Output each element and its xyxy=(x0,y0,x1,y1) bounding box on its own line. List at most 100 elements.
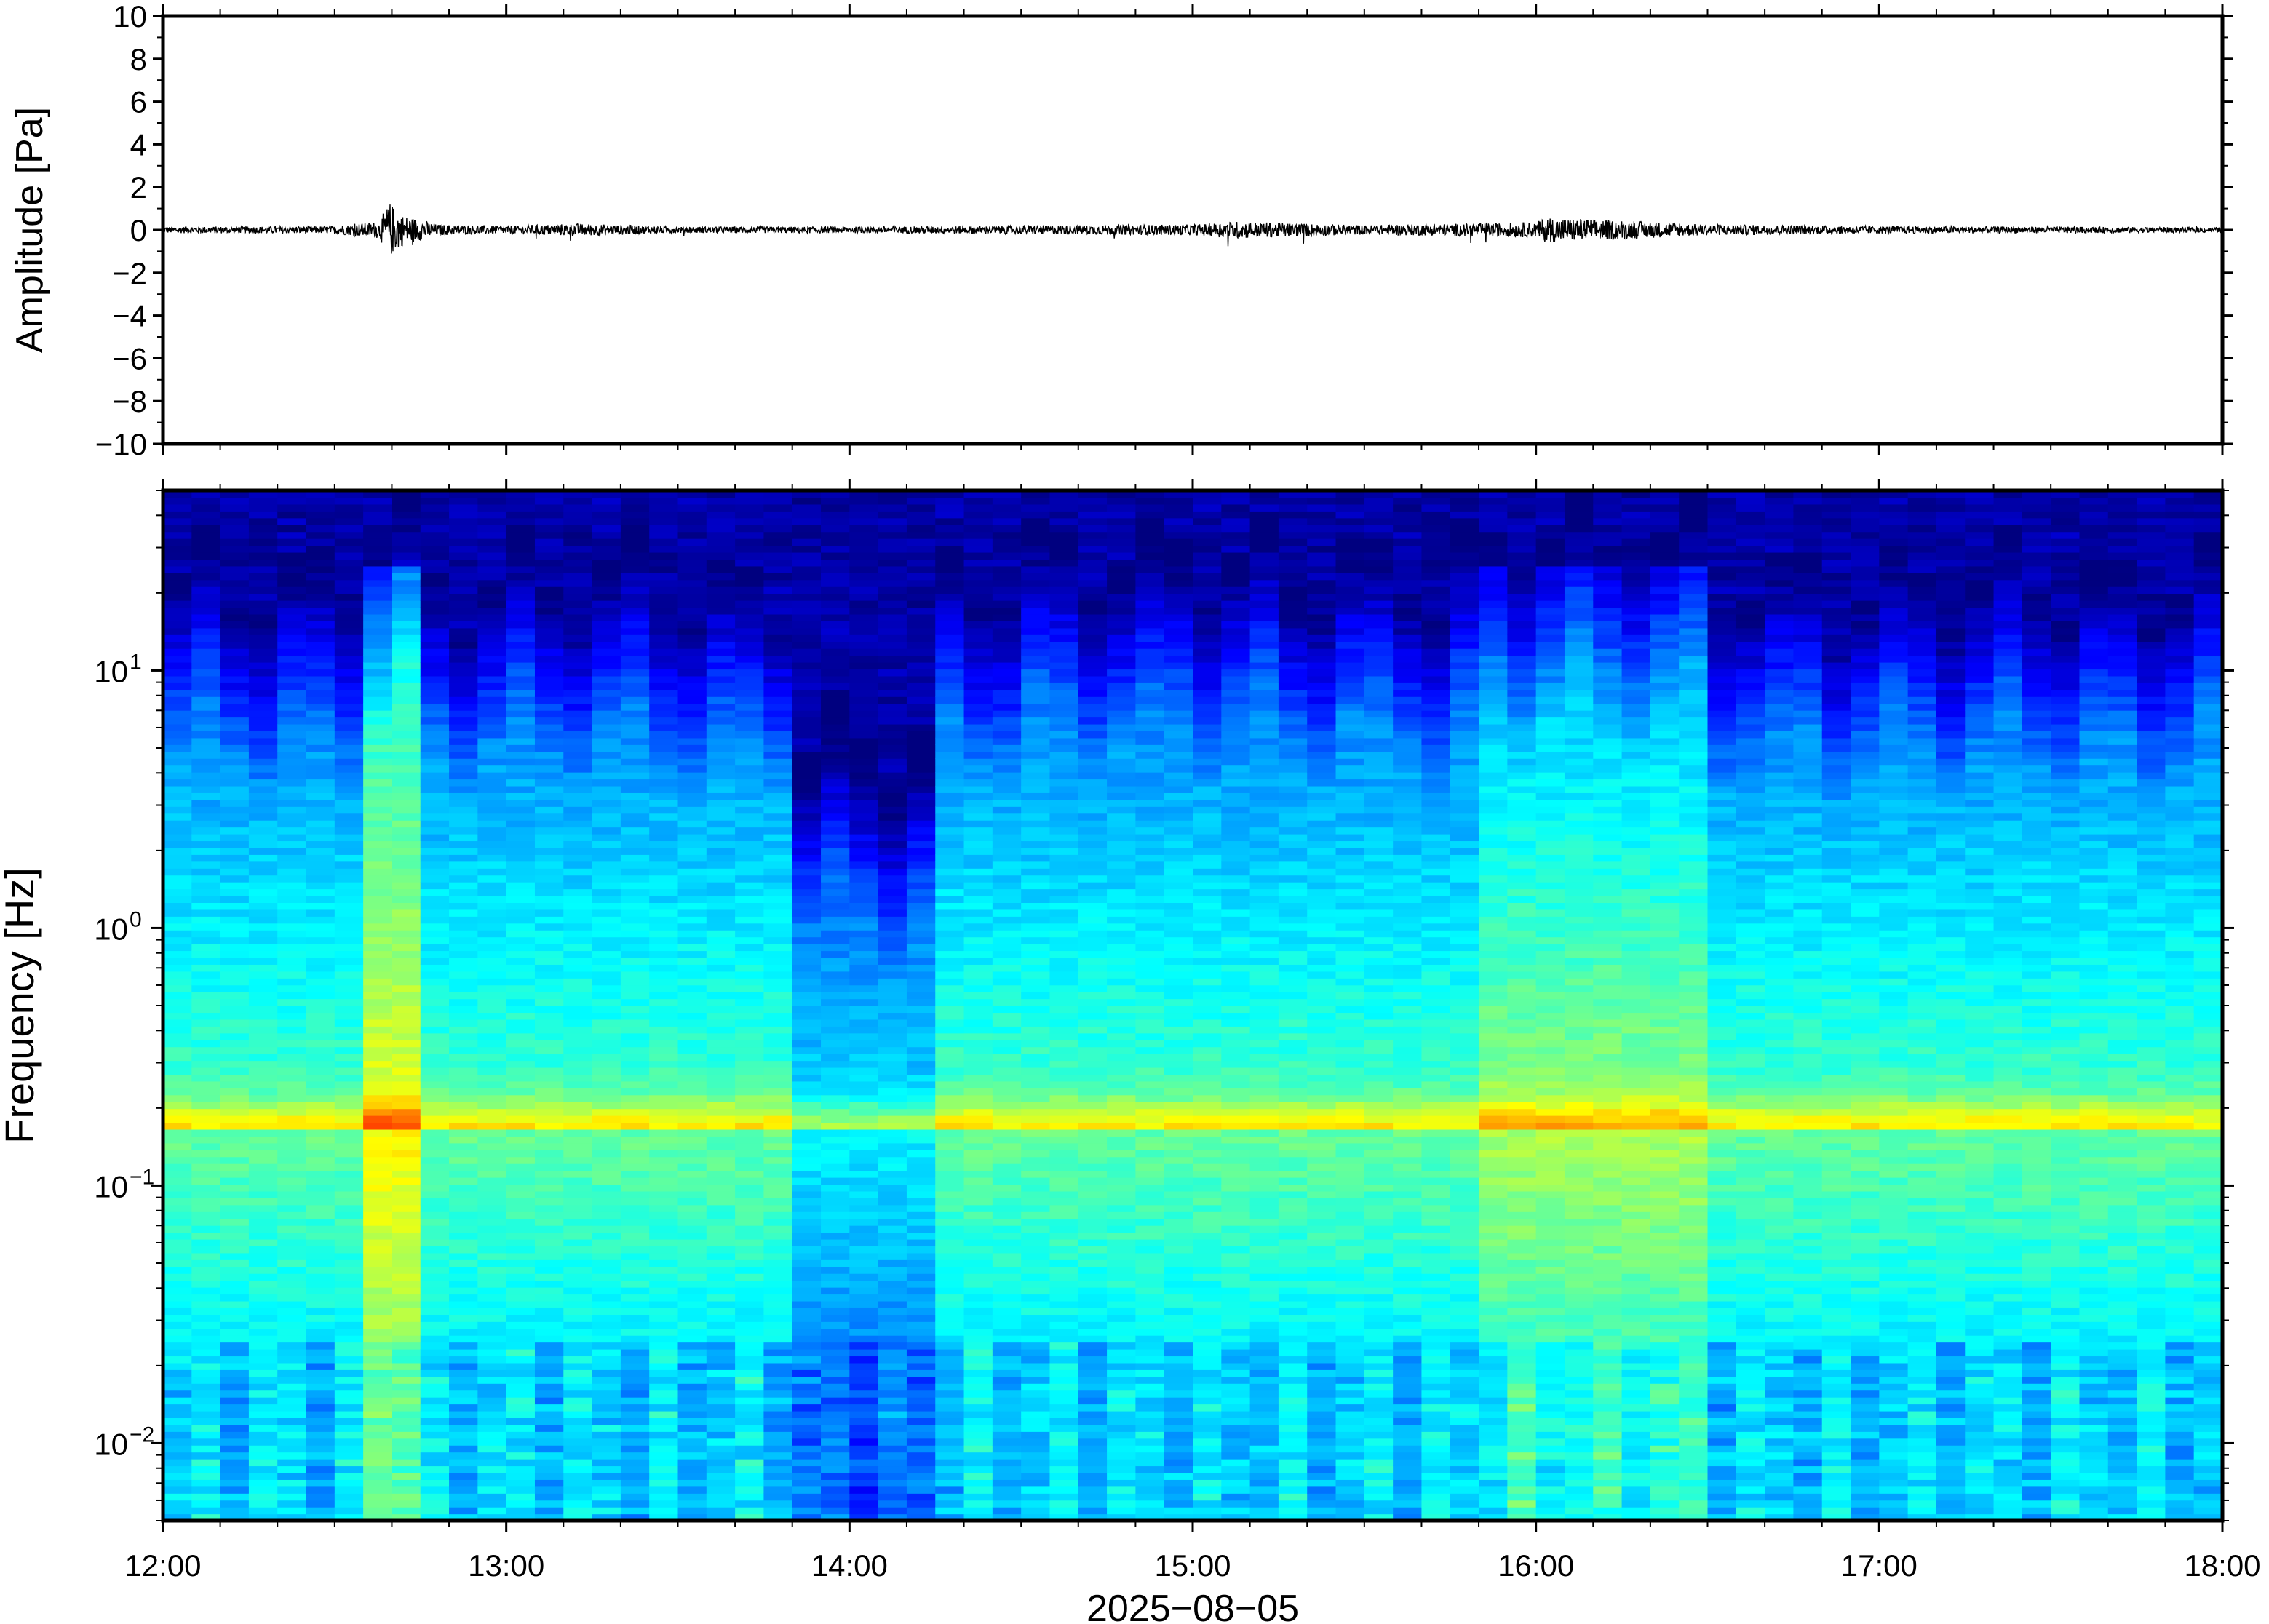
spectrogram-cell xyxy=(420,1452,450,1460)
spectrogram-cell xyxy=(992,744,1022,752)
spectrogram-cell xyxy=(992,1328,1022,1336)
spectrogram-cell xyxy=(477,525,507,533)
spectrogram-cell xyxy=(792,950,822,958)
spectrogram-cell xyxy=(592,1150,621,1158)
spectrogram-cell xyxy=(306,1259,335,1267)
spectrogram-cell xyxy=(906,503,936,512)
spectrogram-cell xyxy=(306,559,335,567)
spectrogram-cell xyxy=(992,1177,1022,1185)
spectrogram-cell xyxy=(248,779,278,787)
spectrogram-cell xyxy=(649,1115,679,1123)
spectrogram-cell xyxy=(649,1445,679,1453)
spectrogram-cell xyxy=(592,888,621,896)
spectrogram-cell xyxy=(191,1088,221,1096)
spectrogram-cell xyxy=(363,998,393,1006)
spectrogram-cell xyxy=(563,785,593,793)
spectrogram-cell xyxy=(191,1397,221,1405)
spectrogram-cell xyxy=(992,984,1022,992)
spectrogram-cell xyxy=(620,792,650,800)
spectrogram-cell xyxy=(392,1280,421,1288)
spectrogram-cell xyxy=(506,1404,536,1412)
spectrogram-cell xyxy=(248,1493,278,1501)
spectrogram-cell xyxy=(306,1102,335,1110)
spectrogram-cell xyxy=(506,1486,536,1494)
spectrogram-cell xyxy=(506,1204,536,1212)
spectrogram-cell xyxy=(649,1108,679,1116)
spectrogram-cell xyxy=(392,559,421,567)
spectrogram-cell xyxy=(1021,737,1051,745)
spectrogram-cell xyxy=(534,600,564,608)
spectrogram-cell xyxy=(992,1356,1022,1364)
spectrogram-cell xyxy=(706,1170,736,1178)
spectrogram-cell xyxy=(792,1080,822,1088)
spectrogram-cell xyxy=(649,1452,679,1460)
spectrogram-cell xyxy=(449,827,478,835)
spectrogram-cell xyxy=(1049,1136,1079,1144)
spectrogram-cell xyxy=(649,545,679,553)
spectrogram-cell xyxy=(992,868,1022,876)
spectrogram-cell xyxy=(706,689,736,697)
spectrogram-cell xyxy=(277,936,307,944)
spectrogram-cell xyxy=(220,1252,250,1260)
spectrogram-cell xyxy=(563,964,593,972)
spectrogram-cell xyxy=(821,737,850,745)
spectrogram-cell xyxy=(592,1342,621,1350)
spectrogram-cell xyxy=(677,627,707,635)
spectrogram-cell xyxy=(906,1177,936,1185)
spectrogram-cell xyxy=(821,1150,850,1158)
spectrogram-cell xyxy=(620,1074,650,1082)
spectrogram-cell xyxy=(1049,799,1079,807)
spectrogram-cell xyxy=(849,696,879,704)
spectrogram-cell xyxy=(477,1238,507,1246)
spectrogram-cell xyxy=(878,1163,907,1171)
spectrogram-cell xyxy=(392,600,421,608)
spectrogram-cell xyxy=(420,662,450,670)
spectrogram-cell xyxy=(878,1410,907,1418)
spectrogram-cell xyxy=(649,1046,679,1054)
spectrogram-cell xyxy=(763,1424,793,1432)
spectrogram-cell xyxy=(477,1204,507,1212)
spectrogram-cell xyxy=(363,861,393,869)
spectrogram-cell xyxy=(248,1459,278,1467)
spectrogram-cell xyxy=(963,1074,993,1082)
spectrogram-cell xyxy=(220,689,250,697)
spectrogram-cell xyxy=(792,1211,822,1219)
spectrogram-cell xyxy=(163,923,192,931)
spectrogram-cell xyxy=(563,902,593,910)
spectrogram-cell xyxy=(163,1342,192,1350)
spectrogram-cell xyxy=(935,1246,965,1254)
spectrogram-cell xyxy=(677,1513,707,1521)
spectrogram-cell xyxy=(191,998,221,1006)
spectrogram-cell xyxy=(306,1513,335,1521)
spectrogram-cell xyxy=(706,1376,736,1384)
spectrogram-cell xyxy=(849,573,879,581)
spectrogram-cell xyxy=(363,772,393,780)
spectrogram-cell xyxy=(592,868,621,876)
spectrogram-cell xyxy=(191,648,221,656)
spectrogram-cell xyxy=(420,936,450,944)
spectrogram-cell xyxy=(620,655,650,663)
spectrogram-cell xyxy=(592,1273,621,1281)
spectrogram-cell xyxy=(392,573,421,581)
spectrogram-cell xyxy=(392,1156,421,1164)
spectrogram-cell xyxy=(821,998,850,1006)
spectrogram-cell xyxy=(592,1445,621,1453)
spectrogram-cell xyxy=(963,1246,993,1254)
spectrogram-cell xyxy=(306,731,335,739)
spectrogram-cell xyxy=(963,1122,993,1130)
spectrogram-cell xyxy=(878,854,907,862)
spectrogram-cell xyxy=(706,1108,736,1116)
spectrogram-cell xyxy=(992,840,1022,848)
spectrogram-cell xyxy=(620,1204,650,1212)
spectrogram-cell xyxy=(449,655,478,663)
spectrogram-cell xyxy=(449,1383,478,1391)
spectrogram-cell xyxy=(163,497,192,505)
spectrogram-cell xyxy=(821,1225,850,1233)
spectrogram-cell xyxy=(1021,1486,1051,1494)
spectrogram-cell xyxy=(477,978,507,986)
spectrogram-cell xyxy=(363,517,393,525)
spectrogram-cell xyxy=(620,1479,650,1487)
spectrogram-cell xyxy=(334,669,364,677)
spectrogram-cell xyxy=(1049,1321,1079,1329)
spectrogram-cell xyxy=(392,984,421,992)
